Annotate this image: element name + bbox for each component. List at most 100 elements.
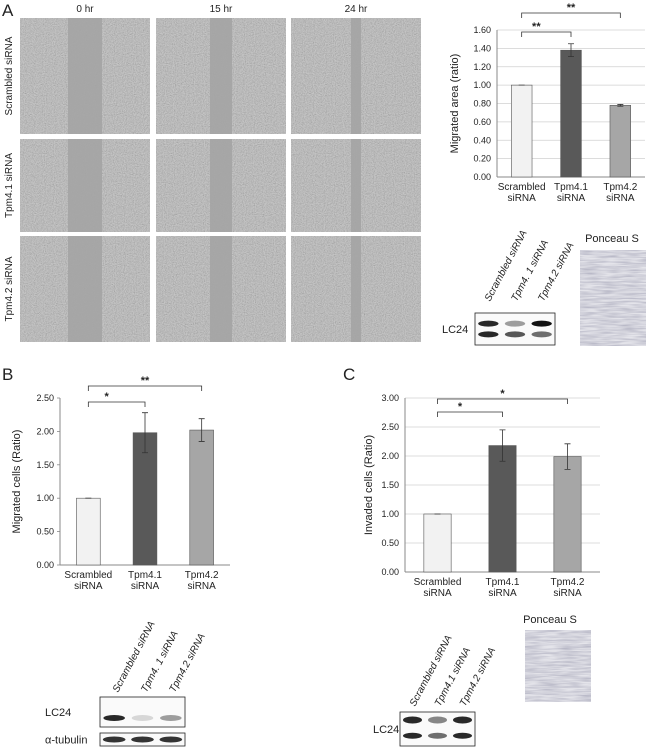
x-tick-label-line: siRNA (507, 193, 536, 204)
significance-bracket (87, 401, 146, 407)
significance-label: * (458, 401, 463, 413)
error-bar (142, 412, 148, 454)
x-tick-label-line: siRNA (131, 581, 160, 592)
significance-label: * (105, 391, 110, 403)
y-tick-label: 1.00 (36, 493, 54, 503)
y-tick-label: 0.50 (36, 527, 54, 537)
x-tick-label-line: siRNA (557, 193, 586, 204)
band-label: LC24 (442, 324, 468, 336)
x-tick-label: Scrambled siRNA (414, 577, 462, 599)
bar (76, 497, 101, 566)
y-tick-label: 3.00 (381, 393, 399, 403)
row-label: Scrambled siRNA (4, 36, 15, 115)
x-tick-label-line: Tpm4.2 (603, 182, 637, 193)
x-tick-label-line: Tpm4.1 (554, 182, 588, 193)
significance-label: * (500, 388, 505, 400)
error-bar (568, 43, 574, 58)
stain-texture (525, 630, 591, 702)
x-tick-label-line: siRNA (423, 588, 452, 599)
error-bar (564, 443, 571, 470)
bar (553, 456, 582, 573)
bar (511, 84, 533, 178)
wound-gap (351, 18, 361, 134)
blot-band (403, 732, 422, 739)
blot-band (103, 715, 125, 721)
y-tick-label: 0.00 (381, 567, 399, 577)
blot-band (453, 716, 472, 724)
y-tick-label: 1.20 (473, 62, 491, 72)
x-tick-label: Tpm4.2 siRNA (603, 182, 637, 204)
row-label: Tpm4.2 siRNA (4, 256, 15, 321)
stain-title: Ponceau S (523, 614, 577, 626)
y-tick-label: 2.50 (36, 393, 54, 403)
blot-band (131, 715, 154, 721)
blot-band (504, 331, 526, 338)
y-tick-label: 0.40 (473, 135, 491, 145)
y-tick-label: 0.60 (473, 117, 491, 127)
y-tick-label: 0.00 (473, 172, 491, 182)
x-tick-label: Tpm4.2 siRNA (551, 577, 585, 599)
wound-gap (351, 139, 361, 232)
significance-label: ** (141, 375, 150, 387)
significance-bracket (521, 12, 621, 18)
x-tick-label-line: siRNA (74, 581, 103, 592)
y-tick-label: 0.00 (36, 560, 54, 570)
bar (189, 429, 214, 566)
x-tick-label-line: Tpm4.2 (551, 577, 585, 588)
significance-label: ** (532, 21, 541, 33)
y-tick-label: 1.40 (473, 43, 491, 53)
y-tick-label: 0.80 (473, 99, 491, 109)
x-tick-label-line: Scrambled (414, 577, 462, 588)
blot-band (159, 736, 183, 743)
y-tick-label: 1.50 (36, 460, 54, 470)
band-label: LC24 (373, 724, 399, 736)
time-label: 0 hr (76, 4, 94, 15)
y-axis-label: Invaded cells (Ratio) (363, 435, 375, 535)
wound-gap (210, 236, 232, 342)
x-tick-label: Scrambled siRNA (64, 570, 112, 592)
x-tick-label-line: Scrambled (64, 570, 112, 581)
band-label: LC24 (45, 707, 71, 719)
x-tick-label: Tpm4.1 siRNA (554, 182, 588, 204)
x-tick-label: Tpm4.1 siRNA (486, 577, 520, 599)
panel-label: A (2, 1, 14, 20)
x-tick-label-line: siRNA (488, 588, 517, 599)
blot-strip (99, 696, 186, 728)
wound-gap (68, 236, 102, 342)
y-tick-label: 1.60 (473, 25, 491, 35)
wound-gap (68, 139, 102, 232)
error-bar (499, 429, 506, 462)
x-tick-label-line: Tpm4.1 (486, 577, 520, 588)
time-label: 24 hr (345, 4, 368, 15)
blot-band (403, 716, 422, 724)
blot-band (478, 320, 499, 327)
y-tick-label: 0.20 (473, 154, 491, 164)
panel-label: C (343, 365, 355, 384)
y-tick-label: 0.50 (381, 538, 399, 548)
blot-band (478, 331, 499, 338)
significance-bracket (87, 385, 203, 391)
blot-band (453, 732, 472, 739)
y-tick-label: 1.00 (473, 80, 491, 90)
x-tick-label-line: siRNA (606, 193, 635, 204)
time-label: 15 hr (210, 4, 233, 15)
blot-band (531, 331, 552, 338)
blot-band (131, 736, 154, 743)
x-tick-label-line: siRNA (187, 581, 216, 592)
x-tick-label-line: siRNA (553, 588, 582, 599)
y-axis-label: Migrated area (ratio) (449, 54, 461, 154)
wound-gap (68, 18, 102, 134)
x-tick-label-line: Scrambled (498, 182, 546, 193)
bar (423, 513, 452, 573)
panel-labels: A B C (2, 1, 355, 384)
x-tick-label: Tpm4.2 siRNA (185, 570, 219, 592)
stain-title: Ponceau S (585, 233, 639, 245)
wound-gap (351, 236, 361, 342)
error-bar (617, 104, 624, 107)
band-label: α-tubulin (45, 735, 87, 747)
wound-gap (210, 18, 232, 134)
y-tick-label: 2.00 (381, 451, 399, 461)
x-tick-label: Scrambled siRNA (498, 182, 546, 204)
panel-label: B (2, 365, 13, 384)
blot-band (428, 732, 447, 739)
